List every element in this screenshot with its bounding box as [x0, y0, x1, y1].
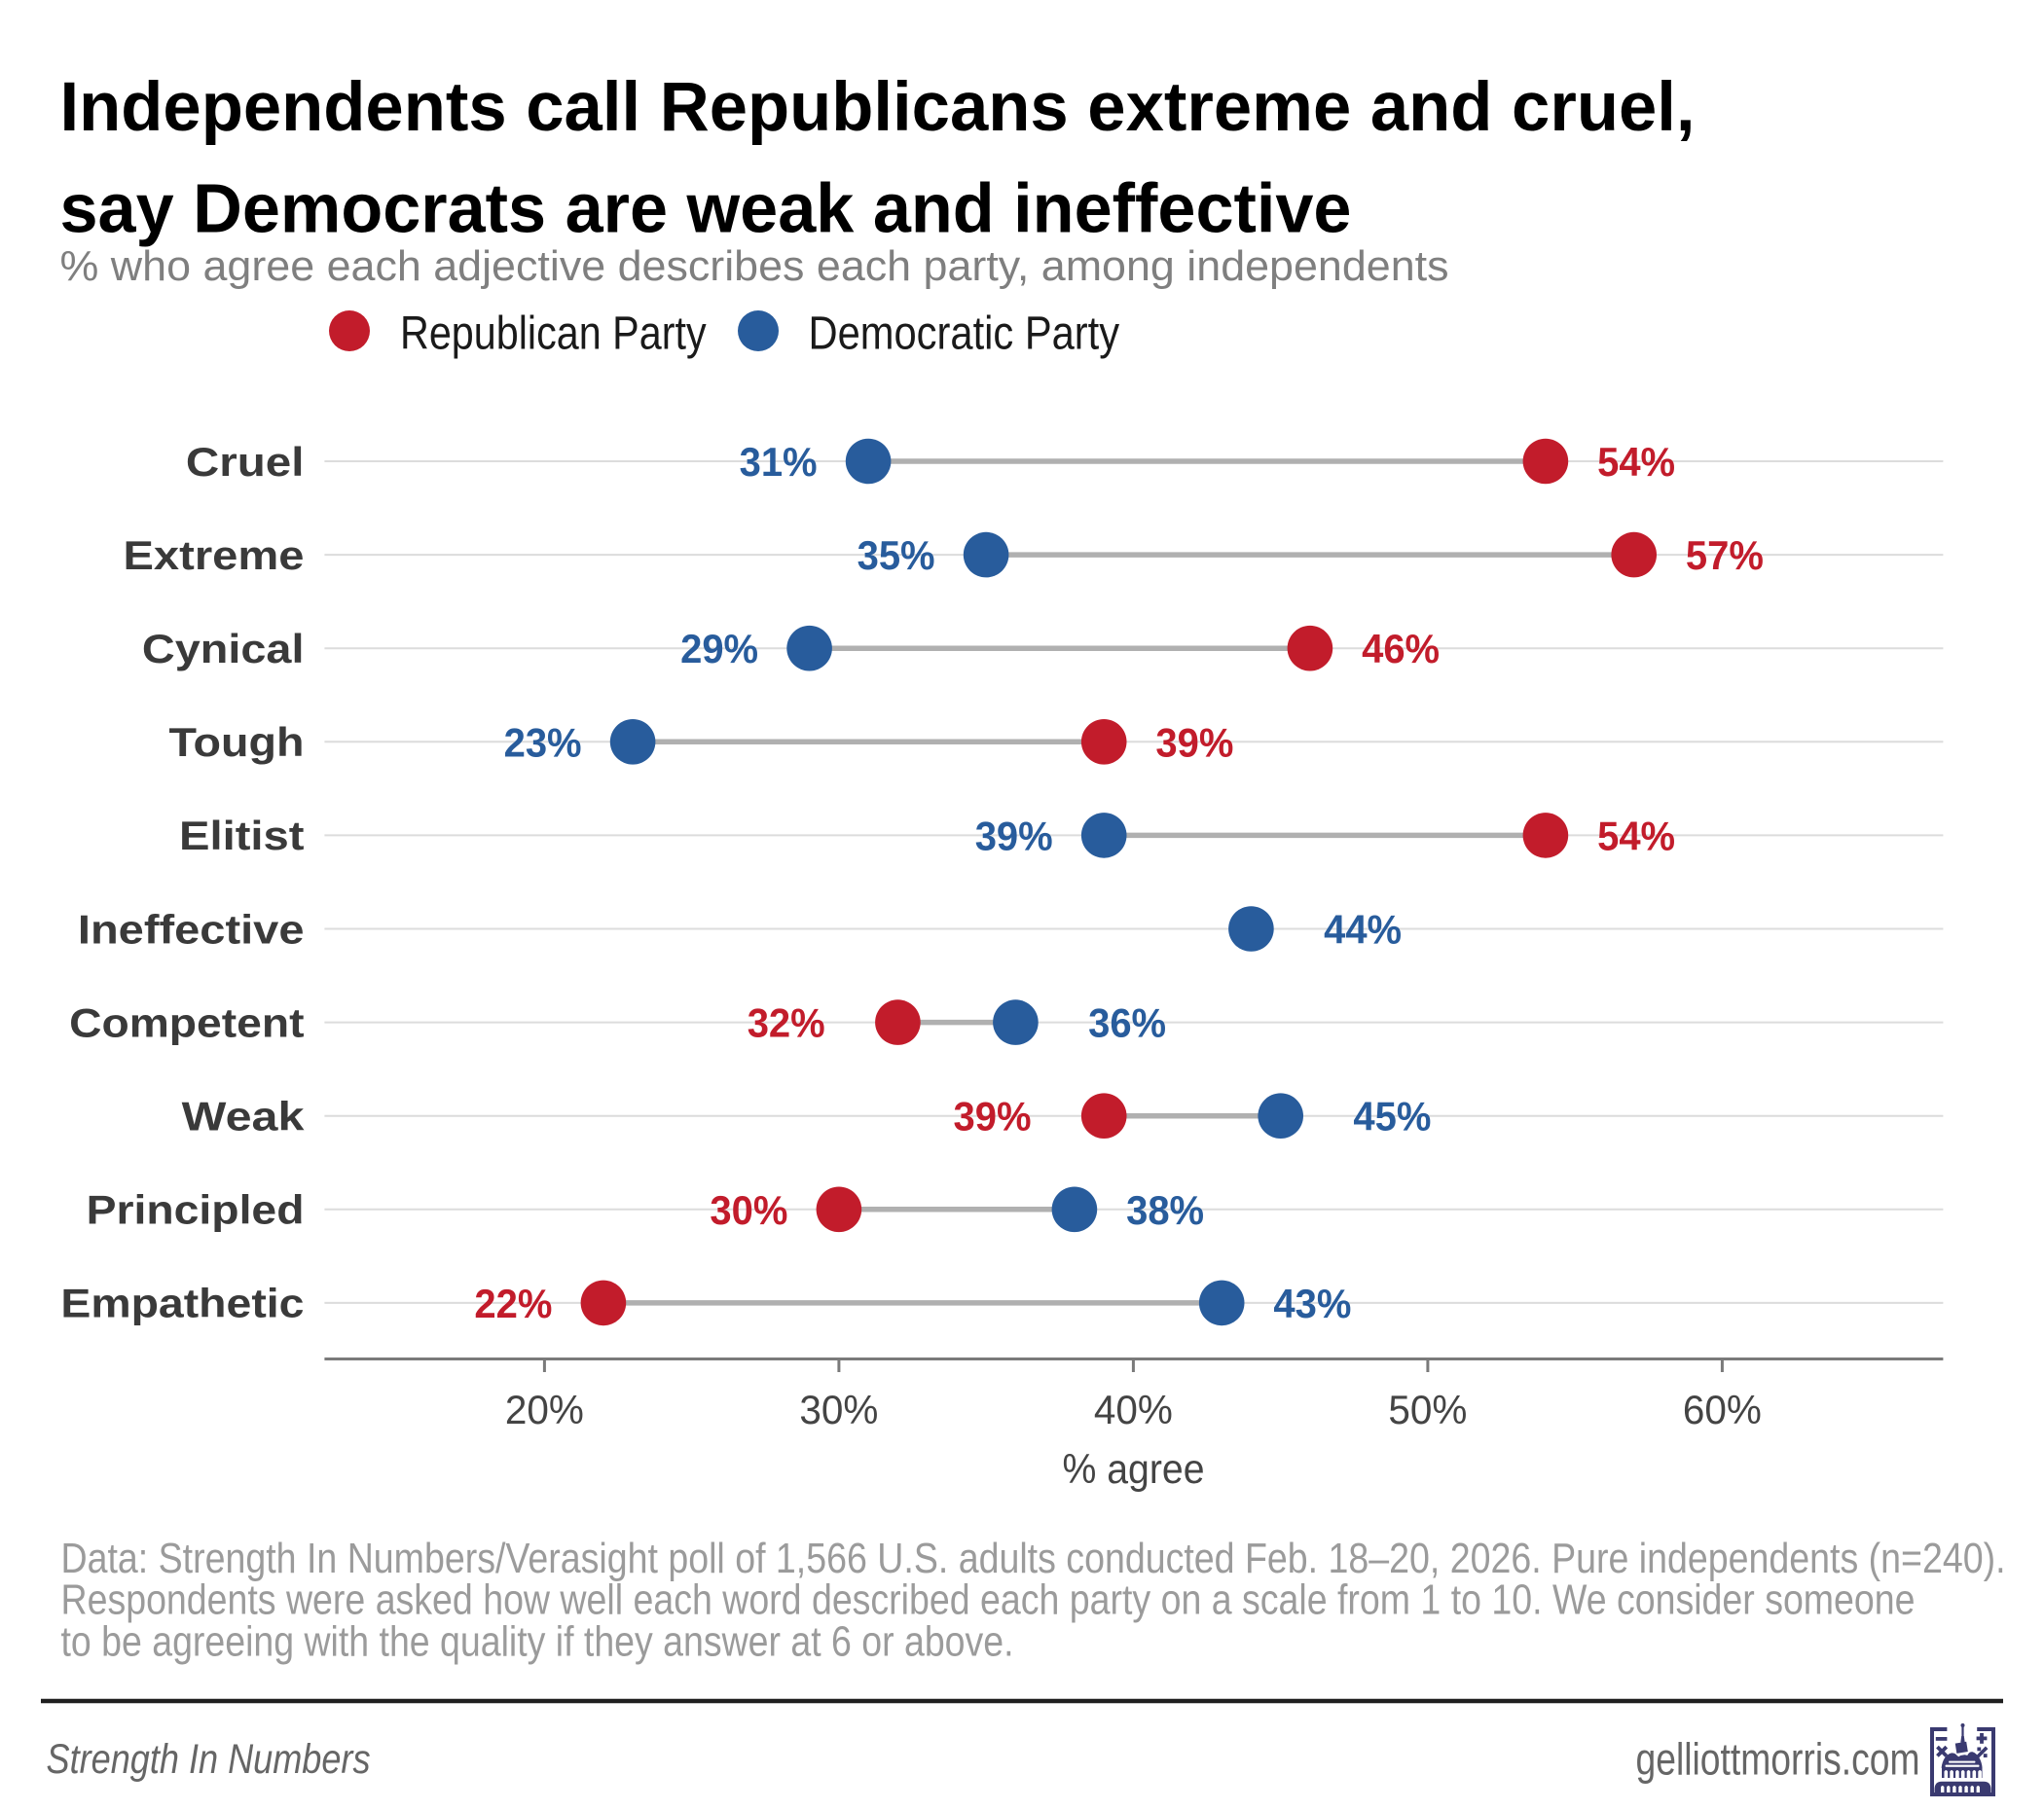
svg-text:31%: 31%: [740, 439, 818, 485]
svg-text:Strength In Numbers: Strength In Numbers: [47, 1736, 371, 1783]
svg-text:say Democrats are weak and ine: say Democrats are weak and ineffective: [60, 170, 1352, 248]
svg-text:20%: 20%: [505, 1387, 584, 1432]
svg-text:35%: 35%: [858, 532, 935, 578]
svg-text:% agree: % agree: [1063, 1446, 1205, 1493]
svg-text:Republican Party: Republican Party: [400, 308, 707, 360]
svg-text:39%: 39%: [954, 1094, 1032, 1140]
svg-text:54%: 54%: [1597, 439, 1675, 485]
svg-text:32%: 32%: [748, 1000, 825, 1046]
svg-text:Empathetic: Empathetic: [60, 1281, 304, 1326]
svg-text:to be agreeing with the qualit: to be agreeing with the quality if they …: [61, 1618, 1014, 1665]
svg-text:gelliottmorris.com: gelliottmorris.com: [1636, 1734, 1920, 1785]
svg-text:45%: 45%: [1353, 1094, 1431, 1140]
svg-text:54%: 54%: [1597, 813, 1675, 858]
svg-text:60%: 60%: [1683, 1387, 1762, 1432]
svg-text:Ineffective: Ineffective: [78, 906, 305, 952]
svg-text:50%: 50%: [1388, 1387, 1467, 1432]
svg-text:36%: 36%: [1088, 1000, 1166, 1046]
svg-text:40%: 40%: [1094, 1387, 1173, 1432]
svg-text:30%: 30%: [799, 1387, 878, 1432]
svg-text:Competent: Competent: [69, 999, 305, 1045]
svg-text:Democratic Party: Democratic Party: [809, 308, 1120, 360]
svg-text:22%: 22%: [474, 1281, 552, 1326]
svg-text:Data: Strength In Numbers/Vera: Data: Strength In Numbers/Verasight poll…: [61, 1536, 2006, 1582]
svg-text:44%: 44%: [1324, 907, 1402, 953]
svg-text:Elitist: Elitist: [179, 813, 305, 858]
svg-text:39%: 39%: [975, 813, 1053, 858]
svg-text:Weak: Weak: [182, 1094, 306, 1140]
svg-text:Tough: Tough: [169, 719, 305, 765]
svg-text:57%: 57%: [1686, 532, 1764, 578]
svg-text:46%: 46%: [1362, 626, 1440, 671]
svg-text:Respondents were asked how wel: Respondents were asked how well each wor…: [61, 1577, 1916, 1624]
svg-text:Cruel: Cruel: [186, 439, 305, 485]
svg-text:Cynical: Cynical: [142, 626, 305, 671]
svg-text:23%: 23%: [504, 719, 582, 765]
svg-text:39%: 39%: [1155, 719, 1233, 765]
svg-text:Principled: Principled: [87, 1187, 305, 1233]
svg-text:30%: 30%: [710, 1187, 787, 1233]
svg-text:Extreme: Extreme: [124, 532, 305, 578]
svg-text:29%: 29%: [680, 626, 758, 671]
svg-text:43%: 43%: [1273, 1281, 1351, 1326]
svg-text:% who agree each adjective des: % who agree each adjective describes eac…: [60, 242, 1449, 290]
svg-text:Independents call Republicans: Independents call Republicans extreme an…: [60, 68, 1696, 146]
svg-text:38%: 38%: [1126, 1187, 1204, 1233]
